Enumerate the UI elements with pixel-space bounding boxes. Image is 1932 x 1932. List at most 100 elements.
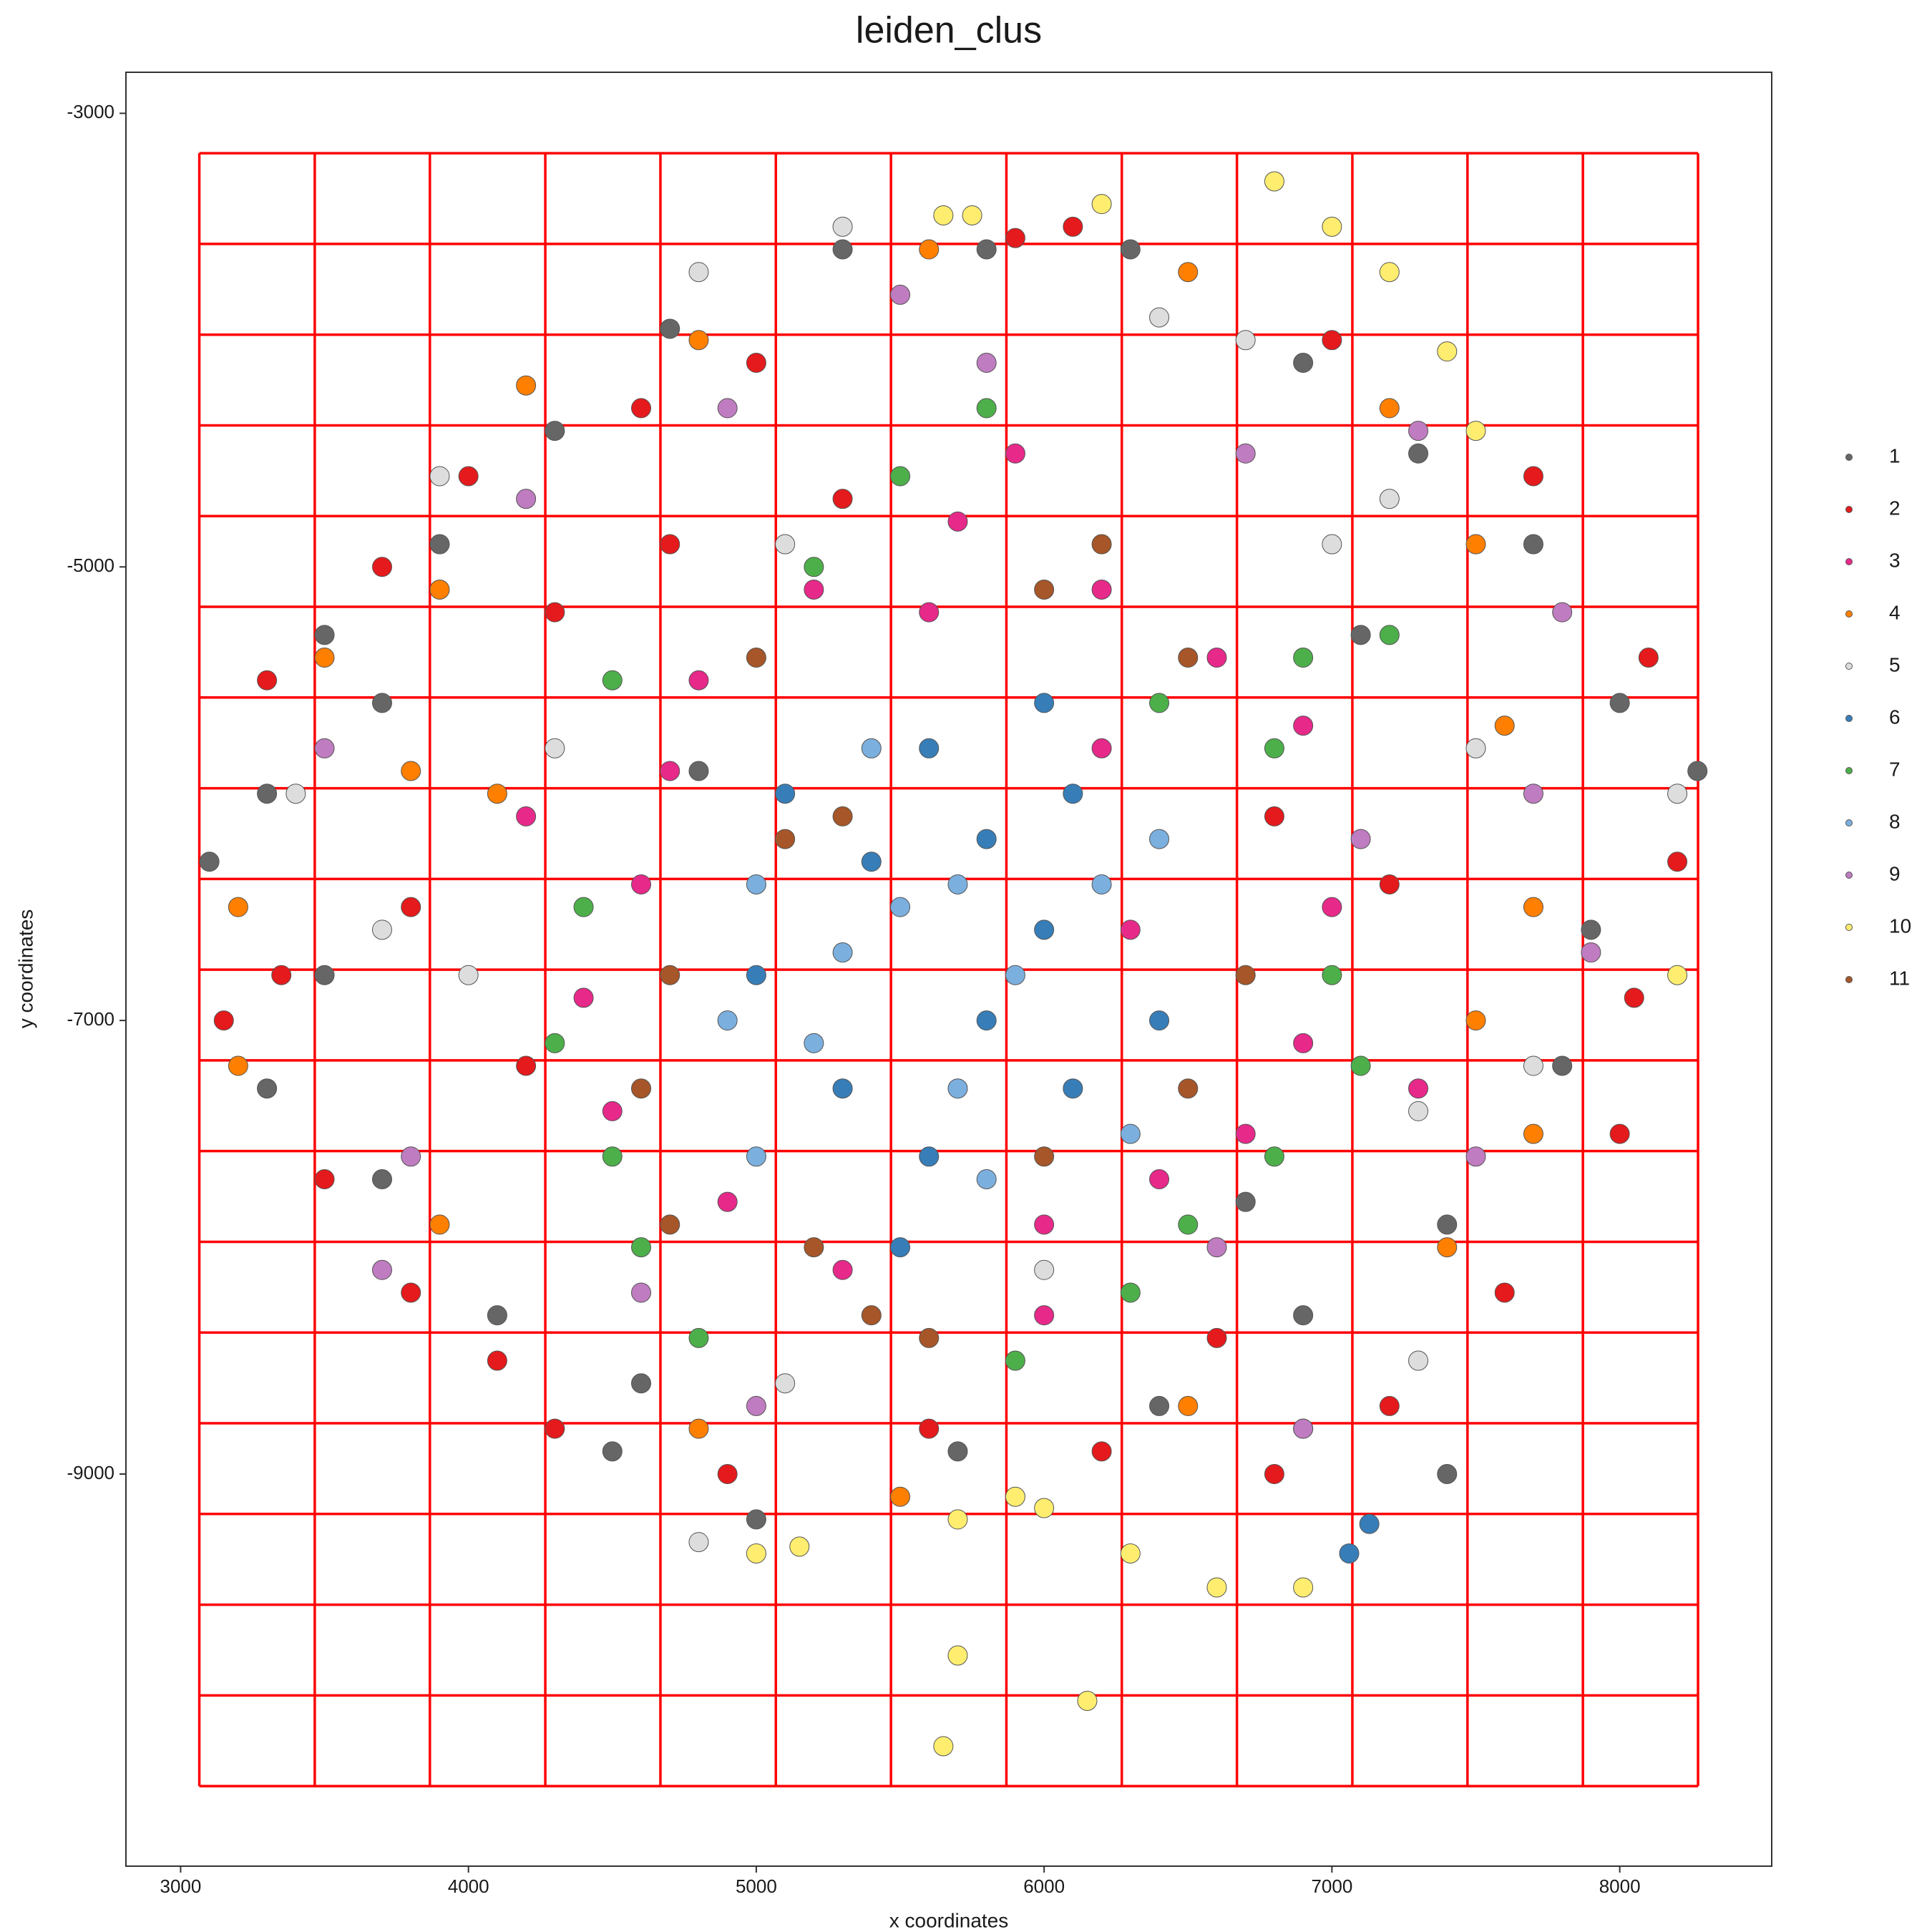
point [947,874,968,894]
point [890,1237,911,1258]
point [1063,216,1083,237]
point [1322,965,1342,985]
point [1235,1123,1256,1144]
point [1465,1146,1486,1167]
legend-symbol [1845,819,1853,826]
point [1523,534,1543,555]
chart-title: leiden_clus [856,10,1042,52]
point [1609,693,1630,713]
point [458,965,479,985]
point [1350,1055,1371,1076]
point [832,216,853,237]
point [1005,1486,1025,1507]
point [1379,489,1400,509]
y-tick-label: -3000 [67,101,115,122]
legend-label: 4 [1889,601,1901,623]
point [832,1078,853,1099]
point [371,557,392,577]
x-tick-label: 7000 [1311,1875,1352,1897]
point [746,353,766,374]
point [861,738,882,758]
point [1149,1169,1170,1189]
point [1465,738,1486,758]
legend-label: 7 [1889,758,1901,780]
point [1552,1055,1573,1076]
point [286,784,306,804]
point [1178,1395,1199,1416]
point [976,1010,997,1031]
legend-label: 11 [1889,967,1910,989]
point [1178,648,1199,668]
point [1638,648,1659,668]
point [487,1305,507,1326]
legend-label: 2 [1889,497,1901,519]
point [1264,738,1284,758]
point [1350,829,1371,849]
x-tick-label: 4000 [448,1875,489,1897]
point [1178,1078,1199,1099]
x-tick-label: 5000 [736,1875,777,1897]
point [631,398,652,419]
point [1034,1305,1055,1326]
point [1523,784,1543,804]
point [746,648,766,668]
point [1149,693,1170,713]
point [1552,602,1573,623]
point [1178,1214,1199,1235]
point [228,897,248,917]
point [1667,784,1688,804]
point [1408,421,1429,441]
point [1034,1259,1055,1280]
point [933,205,954,225]
point [1408,443,1429,464]
point [832,489,853,509]
x-tick-label: 3000 [160,1875,202,1897]
point [660,965,680,985]
point [832,1259,853,1280]
point [314,1169,335,1189]
legend-label: 9 [1889,862,1901,884]
point [257,670,278,691]
point [1178,262,1199,283]
point [1005,965,1025,985]
point [516,375,537,396]
point [545,1418,565,1439]
point [1091,579,1112,600]
point [688,1327,709,1348]
point [257,1078,278,1099]
point [1581,942,1601,963]
point [1091,1441,1112,1462]
legend-symbol [1845,454,1853,461]
point [1322,330,1342,351]
point [516,1055,537,1076]
point [919,239,940,260]
point [1149,1010,1170,1031]
point [401,1282,421,1303]
point [688,1532,709,1553]
point [1149,1395,1170,1416]
point [804,557,824,577]
point [1293,1577,1314,1598]
point [947,1645,968,1666]
point [1293,1418,1314,1439]
legend-symbol [1845,610,1853,618]
point [1437,1464,1458,1485]
point [1293,648,1314,668]
point [660,534,680,555]
point [1005,228,1025,248]
point [1149,829,1170,849]
legend-symbol [1845,506,1853,513]
point [1264,806,1284,826]
point [688,761,709,781]
point [775,829,796,849]
point [271,965,292,985]
legend-symbol [1845,767,1853,774]
point [976,1169,997,1189]
point [1063,1078,1083,1099]
point [1379,398,1400,419]
point [1149,307,1170,328]
point [1322,534,1342,555]
point [804,1237,824,1258]
point [976,353,997,374]
point [314,965,335,985]
